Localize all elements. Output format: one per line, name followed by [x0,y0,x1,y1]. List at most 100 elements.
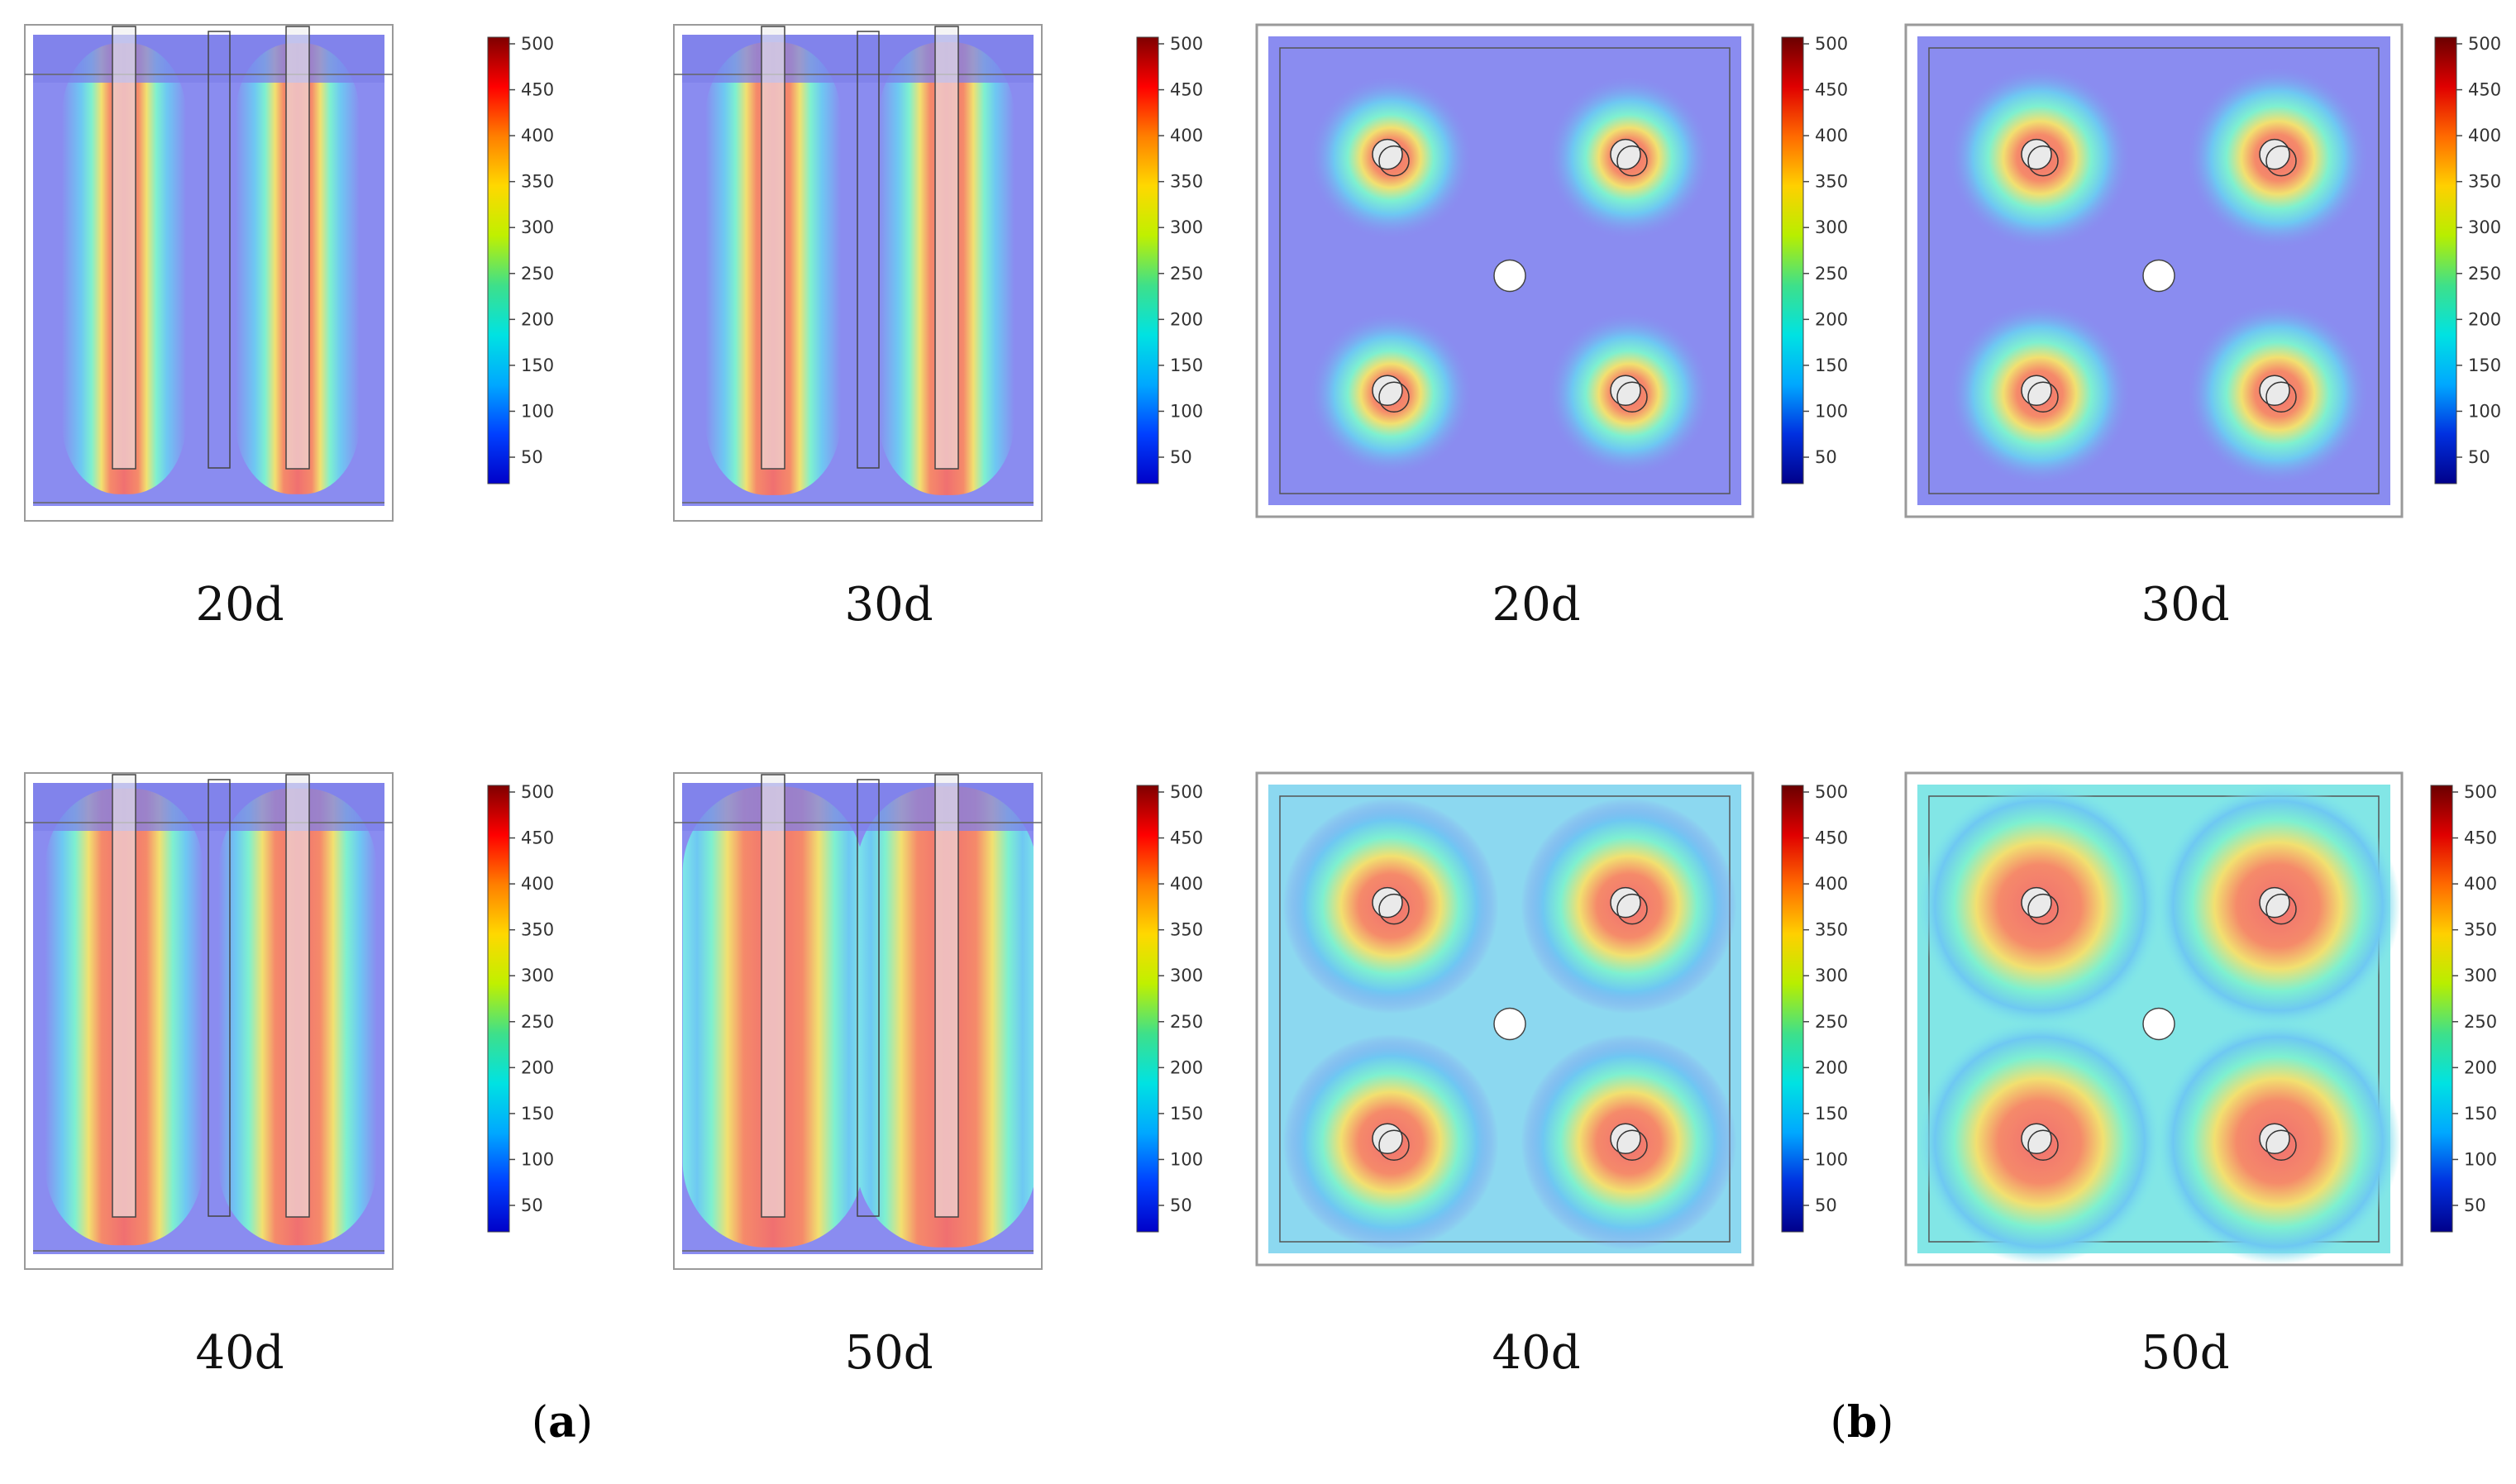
colorbar-tick-label: 450 [1815,828,1848,848]
colorbar-tick-label: 400 [1170,126,1203,146]
colorbar-tick-label: 500 [1815,782,1848,802]
heat-pipe-section [1610,138,1641,170]
panel-b-subfigure: 500 450 400 350 300 250 200 150 100 50 40d [1255,771,1848,1380]
colorbar-tick-label: 50 [521,1195,543,1215]
colorbar-tick-label: 300 [521,217,554,237]
colorbar-tick-label: 450 [2464,828,2497,848]
colorbar-tick-label: 50 [1815,1195,1837,1215]
colorbar-tick-label: 300 [1815,217,1848,237]
heat-pipe-section [1610,886,1641,919]
caption-a: (a) [532,1397,593,1448]
colorbar-tick-label: 400 [2464,874,2497,894]
colorbar-tick-label: 300 [1170,217,1203,237]
time-label: 50d [844,1326,933,1380]
box-outline-inner [1279,47,1731,494]
colorbar-gradient [487,785,510,1233]
panel-b-subfigure: 500 450 400 350 300 250 200 150 100 50 50d [1904,771,2497,1380]
colorbar-tick-label: 50 [2468,447,2490,467]
center-pipe-section [1493,259,1526,293]
heat-pipe [285,26,310,470]
colorbar-tick-label: 500 [521,34,554,54]
colorbar-tick-label: 100 [1170,401,1203,421]
heat-pipe-section [2265,1129,2297,1161]
heat-pipe [934,774,959,1218]
colorbar-tick-label: 350 [2464,920,2497,940]
heat-pipe-section [2021,375,2052,406]
colorbar-tick-label: 150 [521,1104,554,1124]
heat-pipe-section [2265,145,2297,177]
heat-pipe [285,774,310,1218]
colorbar-tick-label: 250 [1170,264,1203,284]
colorbar-tick-label: 450 [1815,80,1848,100]
colorbar-tick-label: 50 [521,447,543,467]
colorbar-tick-label: 500 [2464,782,2497,802]
colorbar-gradient [1781,785,1804,1233]
colorbar-tick-label: 150 [1815,1104,1848,1124]
center-pipe [857,31,880,469]
colorbar-tick-label: 350 [521,172,554,192]
heat-pipe-section [1616,893,1648,925]
heat-pipe-section [2027,1129,2059,1161]
heat-pipe-section [1372,886,1403,919]
caption-b-open: ( [1831,1398,1847,1448]
colorbar-tick-label: 250 [521,264,554,284]
colorbar-tick-label: 200 [1170,309,1203,329]
heat-pipe-section [1610,1123,1641,1154]
heat-pipe-section [1372,1123,1403,1154]
box-outline-inner [1279,795,1731,1243]
colorbar-tick-label: 200 [1815,309,1848,329]
time-label: 20d [1492,578,1580,632]
center-pipe [857,779,880,1217]
heat-pipe [112,26,136,470]
colorbar-tick-label: 200 [521,309,554,329]
heat-pipe-section [1372,375,1403,406]
svg-text:(b): (b) [1831,1397,1894,1448]
panel-a-subfigure: 500 450 400 350 300 250 200 150 100 50 30d [673,24,1203,632]
heat-pipe-section [2021,138,2052,170]
colorbar-gradient [2430,785,2453,1233]
colorbar-tick-label: 300 [1815,966,1848,985]
colorbar-tick-label: 50 [1170,1195,1192,1215]
heat-pipe [112,774,136,1218]
colorbar-tick-label: 500 [1170,34,1203,54]
colorbar-tick-label: 300 [2468,217,2501,237]
heat-pipe-section [2259,1123,2290,1154]
colorbar-tick-label: 300 [521,966,554,985]
center-pipe-section [1493,1007,1526,1041]
colorbar-tick-label: 100 [1815,401,1848,421]
heat-pipe-section [1378,145,1410,177]
heat-pipe-section [2021,1123,2052,1154]
caption-b-close: ) [1877,1398,1893,1448]
colorbar-tick-label: 250 [2468,264,2501,284]
colorbar-tick-label: 200 [2468,309,2501,329]
colorbar-tick-label: 250 [1170,1012,1203,1032]
colorbar-tick-label: 500 [1815,34,1848,54]
panel-a-subfigure: 500 450 400 350 300 250 200 150 100 50 20d [24,24,554,632]
colorbar-tick-label: 200 [2464,1057,2497,1077]
colorbar-tick-label: 350 [1170,172,1203,192]
colorbar-gradient [487,36,510,484]
colorbar-gradient [1781,36,1804,484]
colorbar-tick-label: 400 [1815,874,1848,894]
time-label: 30d [2141,578,2229,632]
colorbar-tick-label: 100 [521,401,554,421]
panel-b-subfigure: 500 450 400 350 300 250 200 150 100 50 20d [1255,23,1848,632]
heat-pipe-section [2027,893,2059,925]
heat-pipe-section [2021,886,2052,919]
colorbar-tick-label: 50 [1815,447,1837,467]
colorbar-tick-label: 50 [2464,1195,2486,1215]
box-outline-inner [1928,47,2380,494]
colorbar-tick-label: 250 [1815,264,1848,284]
heat-pipe [761,26,785,470]
colorbar-tick-label: 150 [521,355,554,375]
colorbar-tick-label: 150 [1170,355,1203,375]
box-outline-inner [1928,795,2380,1243]
svg-text:(a): (a) [532,1397,593,1448]
heat-pipe-section [1378,381,1410,413]
heat-pipe-section [1378,893,1410,925]
colorbar-tick-label: 450 [521,80,554,100]
colorbar-tick-label: 500 [1170,782,1203,802]
heat-pipe-section [2265,893,2297,925]
colorbar-tick-label: 350 [1815,172,1848,192]
